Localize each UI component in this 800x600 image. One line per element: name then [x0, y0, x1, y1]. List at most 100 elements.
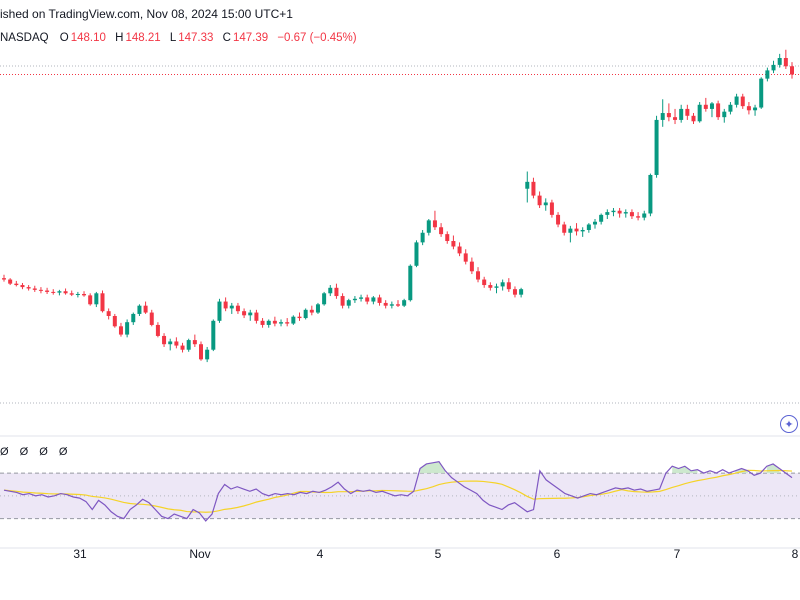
candle-body — [174, 341, 179, 346]
candle — [482, 276, 487, 288]
candle-body — [186, 340, 191, 350]
candle — [531, 177, 536, 199]
candle-body — [660, 113, 665, 120]
candle-body — [217, 301, 222, 321]
candle-body — [20, 285, 25, 288]
add-indicator-button[interactable]: ✦ — [780, 415, 798, 433]
candle — [254, 309, 259, 324]
candle — [168, 338, 173, 351]
candle — [691, 113, 696, 125]
candle — [673, 108, 678, 125]
candle — [45, 287, 50, 294]
candle — [703, 97, 708, 112]
candle — [383, 300, 388, 309]
candle — [740, 93, 745, 109]
candle-body — [125, 322, 130, 335]
candle — [666, 103, 671, 122]
candle-body — [180, 345, 185, 350]
candle-body — [432, 220, 437, 228]
candle-body — [642, 213, 647, 218]
low-label: L — [169, 32, 177, 44]
candle-body — [63, 291, 68, 294]
candle-body — [439, 227, 444, 235]
low-value: 147.33 — [178, 32, 214, 44]
candle-body — [765, 70, 770, 79]
candle — [82, 291, 87, 297]
candle-body — [574, 228, 579, 232]
candle-body — [383, 302, 388, 306]
candle — [303, 308, 308, 320]
candle — [328, 285, 333, 297]
candle-body — [94, 293, 99, 305]
candle-body — [162, 335, 167, 345]
close-value: 147.39 — [232, 32, 269, 44]
candle-body — [272, 320, 277, 324]
candle-body — [2, 278, 6, 280]
candle — [734, 93, 739, 108]
close-label: C — [222, 32, 231, 44]
candle-body — [199, 344, 203, 360]
candle — [389, 301, 394, 309]
candle-body — [488, 285, 493, 288]
candle-body — [14, 283, 19, 286]
candle-body — [235, 305, 240, 312]
candle-body — [402, 300, 407, 306]
candle — [709, 102, 714, 118]
candle-body — [248, 312, 253, 316]
candle-body — [623, 212, 628, 214]
candle — [414, 240, 419, 268]
candle — [562, 221, 567, 236]
candle-body — [229, 305, 234, 309]
candle — [765, 67, 770, 82]
candle — [75, 291, 80, 298]
candle — [38, 287, 43, 294]
candle-body — [192, 340, 197, 345]
candle-body — [371, 297, 376, 302]
candle-body — [593, 221, 597, 225]
candle — [549, 199, 554, 218]
candle — [697, 102, 702, 123]
candle-body — [617, 210, 622, 214]
x-tick-label: Nov — [189, 547, 210, 561]
candle-body — [32, 288, 37, 290]
candle — [426, 218, 431, 236]
candle-body — [57, 291, 62, 293]
candle-body — [783, 58, 788, 67]
candle-body — [599, 214, 604, 222]
candle — [783, 49, 788, 70]
candle-body — [506, 282, 511, 290]
candle — [519, 287, 524, 298]
candle — [143, 301, 148, 314]
candle-body — [549, 202, 554, 215]
exchange-label: NASDAQ — [0, 32, 49, 44]
candle — [309, 305, 314, 316]
candle — [790, 62, 794, 79]
candle — [174, 337, 179, 349]
candle-body — [328, 287, 333, 294]
candle-body — [525, 181, 530, 189]
candle — [315, 302, 320, 314]
candle — [753, 104, 758, 116]
candle-body — [537, 195, 542, 206]
candle-body — [149, 312, 154, 325]
candle — [396, 300, 400, 308]
x-tick-label: 5 — [435, 547, 442, 561]
candle — [229, 302, 234, 314]
published-line: ished on TradingView.com, Nov 08, 2024 1… — [0, 7, 293, 21]
candle-body — [389, 304, 394, 306]
candle-body — [790, 66, 794, 75]
candle-body — [666, 113, 671, 118]
candle — [654, 115, 659, 178]
candle-body — [396, 304, 400, 306]
candle — [506, 278, 511, 292]
candle-body — [759, 78, 764, 108]
candle — [476, 267, 481, 283]
candle-body — [254, 312, 259, 321]
candle-body — [740, 96, 745, 107]
ohlc-legend: NASDAQ O 148.10 H 148.21 L 147.33 C 147.39 −… — [0, 32, 359, 44]
candle-body — [519, 289, 524, 295]
candle — [205, 346, 210, 363]
candle-body — [155, 324, 160, 336]
candle — [636, 212, 641, 221]
